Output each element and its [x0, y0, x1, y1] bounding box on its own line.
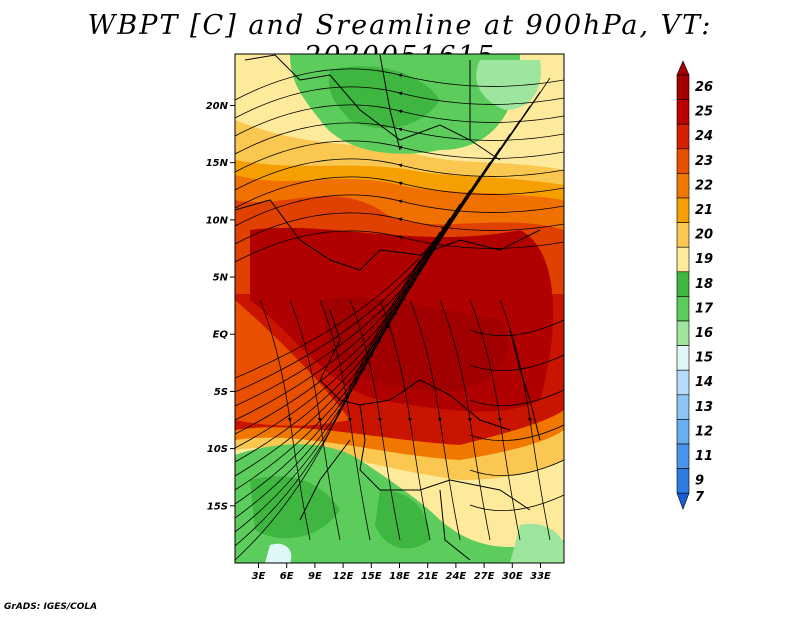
- colorbar-segment: [676, 419, 690, 445]
- streamline: [235, 230, 564, 263]
- temperature-field: [235, 54, 564, 563]
- lon-tick-label: 18E: [389, 571, 410, 582]
- colorbar: 26 25 24 23 22 21 20 19 18 17 16 15 14 13 12 11 97: [676, 60, 714, 511]
- colorbar-segment: [676, 468, 690, 494]
- colorbar-segment: [676, 123, 690, 150]
- lat-tick-label: 20N: [206, 101, 229, 112]
- latitude-axis: 20N 15N 10N 5N EQ 5S 10S 15S: [206, 101, 235, 512]
- streamline: [469, 354, 564, 371]
- streamline: [469, 459, 564, 476]
- lon-tick-label: 21E: [417, 571, 438, 582]
- lon-tick-label: 15E: [361, 571, 382, 582]
- colorbar-segment: [676, 271, 690, 297]
- streamline: [349, 299, 401, 541]
- colorbar-segment: [676, 222, 690, 248]
- lat-tick-label: 10S: [207, 444, 228, 455]
- lon-tick-label: 30E: [502, 571, 523, 582]
- colorbar-label: 7: [695, 490, 705, 505]
- streamline: [235, 104, 564, 137]
- lon-tick-label: 6E: [280, 571, 294, 582]
- colorbar-label: 11: [695, 449, 713, 464]
- streamlines: [235, 68, 564, 561]
- colorbar-segment: [676, 74, 690, 100]
- streamline: [235, 122, 564, 155]
- colorbar-segment: [676, 345, 690, 371]
- lon-tick-label: 3E: [252, 571, 266, 582]
- streamline: [235, 158, 564, 191]
- streamline: [235, 194, 564, 227]
- colorbar-label: 20: [695, 228, 713, 243]
- lon-tick-label: 27E: [474, 571, 495, 582]
- lat-tick-label: 5S: [214, 387, 228, 398]
- longitude-axis: 3E 6E 9E 12E 15E 18E 21E 24E 27E 30E 33E: [252, 563, 551, 582]
- country-borders: [235, 54, 541, 561]
- lon-tick-label: 24E: [446, 571, 467, 582]
- colorbar-segment: [676, 148, 690, 174]
- streamline: [235, 259, 421, 561]
- streamline: [235, 140, 564, 173]
- lon-tick-label: 12E: [333, 571, 354, 582]
- colorbar-segment: [676, 197, 690, 223]
- streamline: [469, 389, 564, 406]
- colorbar-max-arrow: [676, 60, 690, 76]
- colorbar-label: 13: [695, 400, 713, 415]
- streamline: [235, 86, 564, 119]
- colorbar-label: 22: [695, 178, 713, 193]
- colorbar-segment: [676, 296, 690, 322]
- footer-credit: GrADS: IGES/COLA: [4, 602, 98, 612]
- colorbar-min-arrow: [676, 492, 690, 511]
- colorbar-label: 24: [695, 129, 713, 144]
- colorbar-label: 23: [695, 154, 713, 169]
- colorbar-label: 17: [695, 301, 714, 316]
- streamline: [235, 77, 551, 379]
- colorbar-label: 26: [695, 80, 713, 95]
- lon-tick-label: 33E: [530, 571, 551, 582]
- colorbar-label: 9: [695, 474, 704, 489]
- streamline: [499, 299, 551, 541]
- colorbar-segment: [676, 394, 690, 420]
- colorbar-segment: [676, 443, 690, 469]
- streamline: [469, 424, 564, 441]
- lon-tick-label: 9E: [308, 571, 322, 582]
- colorbar-segment: [676, 320, 690, 346]
- lat-tick-label: 10N: [206, 215, 229, 226]
- lat-tick-label: 15S: [207, 501, 228, 512]
- colorbar-segment: [676, 99, 690, 125]
- streamline: [379, 299, 431, 541]
- lat-tick-label: 5N: [213, 273, 229, 284]
- streamline: [235, 212, 564, 245]
- lat-tick-label: 15N: [206, 158, 229, 169]
- streamline: [259, 299, 311, 541]
- lat-tick-label: EQ: [213, 330, 229, 341]
- colorbar-label: 14: [695, 375, 713, 390]
- colorbar-label: 25: [695, 105, 713, 120]
- streamline: [289, 299, 341, 541]
- streamline: [469, 494, 564, 511]
- colorbar-label: 15: [695, 351, 713, 366]
- streamline: [319, 299, 371, 541]
- colorbar-label: 12: [695, 424, 713, 439]
- colorbar-label: 16: [695, 326, 713, 341]
- streamline: [469, 299, 521, 541]
- colorbar-label: 19: [695, 252, 713, 267]
- colorbar-segment: [676, 173, 690, 199]
- colorbar-label: 21: [695, 203, 713, 218]
- colorbar-segment: [676, 246, 690, 273]
- streamline: [439, 299, 491, 541]
- streamline: [235, 68, 564, 101]
- streamline: [409, 299, 461, 541]
- colorbar-segment: [676, 369, 690, 396]
- streamline: [469, 319, 564, 336]
- streamline: [235, 176, 564, 209]
- colorbar-label: 18: [695, 277, 713, 292]
